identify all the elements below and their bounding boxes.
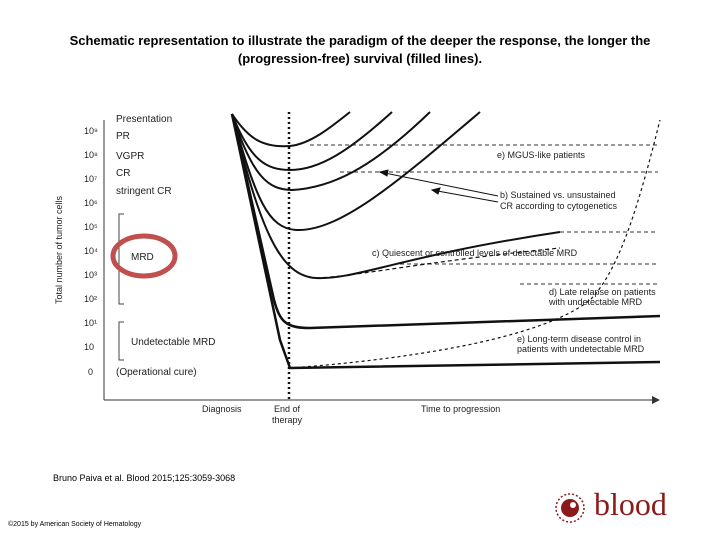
label-vgpr: VGPR <box>116 151 144 162</box>
operational-cure-label: (Operational cure) <box>116 367 197 378</box>
y-tick-1e2: 10² <box>84 294 97 304</box>
label-stringent-cr: stringent CR <box>116 186 172 197</box>
label-pr: PR <box>116 131 130 142</box>
curve-unsustained-cr <box>231 111 431 192</box>
curve-late-relapse <box>289 119 661 369</box>
annotation-b-1: b) Sustained vs. unsustained <box>500 190 616 200</box>
x-axis-arrow-icon <box>652 396 660 404</box>
mrd-bracket <box>118 213 124 305</box>
x-label-therapy: therapy <box>272 415 303 425</box>
y-tick-1e4: 10⁴ <box>84 246 98 256</box>
annotation-e-2: patients with undetectable MRD <box>517 344 645 354</box>
x-label-time-to-progression: Time to progression <box>421 404 500 414</box>
curve-quiescent-dashed <box>315 247 561 279</box>
copyright-notice: ©2015 by American Society of Hematology <box>8 521 142 528</box>
x-label-end-of: End of <box>274 404 301 414</box>
y-tick-1e3: 10³ <box>84 270 97 280</box>
blood-logo: blood <box>554 486 684 526</box>
x-label-diagnosis: Diagnosis <box>202 404 242 414</box>
y-tick-10: 10 <box>84 342 94 352</box>
y-tick-0: 0 <box>88 367 93 377</box>
curve-operational-cure <box>230 113 661 370</box>
slide-title-line-1: Schematic representation to illustrate t… <box>69 33 651 48</box>
y-tick-1e5: 10⁵ <box>84 222 98 232</box>
annotation-c: c) Quiescent or controlled levels of det… <box>372 248 578 258</box>
y-tick-1e6: 10⁶ <box>84 198 98 208</box>
annotations: e) MGUS-like patients b) Sustained vs. u… <box>372 150 656 354</box>
slide-title: Schematic representation to illustrate t… <box>40 32 680 68</box>
reference-lines <box>310 144 658 285</box>
curve-sustained-cr <box>231 111 393 172</box>
x-axis-labels: Diagnosis End of therapy Time to progres… <box>202 404 500 425</box>
annotation-d-1: d) Late relapse on patients <box>549 287 656 297</box>
y-tick-1e1: 10¹ <box>84 318 97 328</box>
y-ticks: 10⁹ 10⁸ 10⁷ 10⁶ 10⁵ 10⁴ 10³ 10² 10¹ 10 0 <box>84 126 98 377</box>
annotation-b-arrows <box>378 169 499 203</box>
arrow-b-upper-head-icon <box>378 169 389 177</box>
mrd-label: MRD <box>131 252 154 263</box>
blood-logo-icon <box>555 493 585 523</box>
annotation-e-1: e) Long-term disease control in <box>517 334 641 344</box>
y-tick-1e8: 10⁸ <box>84 150 98 160</box>
arrow-b-lower <box>431 189 499 203</box>
annotation-d-2: with undetectable MRD <box>548 297 643 307</box>
y-tick-1e7: 10⁷ <box>84 174 97 184</box>
curve-mgus-like <box>231 111 351 148</box>
arrow-b-upper <box>379 171 499 197</box>
annotation-b-2: CR according to cytogenetics <box>500 201 618 211</box>
label-presentation: Presentation <box>116 114 172 125</box>
slide-title-line-2: (progression-free) survival (filled line… <box>237 51 483 66</box>
response-level-labels: Presentation PR VGPR CR stringent CR <box>116 114 172 197</box>
undetectable-bracket <box>118 321 124 361</box>
mrd-highlight-circle <box>110 233 178 279</box>
blood-wordmark: blood <box>594 486 667 522</box>
y-axis-label: Total number of tumor cells <box>54 195 64 304</box>
response-curves <box>230 111 661 370</box>
y-tick-1e9: 10⁹ <box>84 126 98 136</box>
curve-long-term-control <box>230 113 661 330</box>
arrow-b-lower-head-icon <box>430 187 441 195</box>
citation: Bruno Paiva et al. Blood 2015;125:3059-3… <box>53 473 236 483</box>
undetectable-mrd-label: Undetectable MRD <box>131 337 215 348</box>
annotation-a: e) MGUS-like patients <box>497 150 586 160</box>
label-cr: CR <box>116 168 130 179</box>
curve-stringent-cr <box>231 111 481 232</box>
